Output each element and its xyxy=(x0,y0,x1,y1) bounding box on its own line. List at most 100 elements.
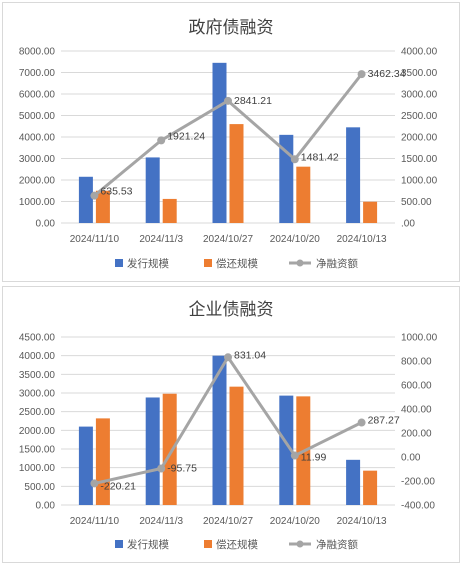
left-axis-tick-label: 7000.00 xyxy=(19,68,56,79)
left-axis-tick-label: 4000.00 xyxy=(19,351,56,362)
category-label: 2024/10/13 xyxy=(337,516,387,527)
issue-bar xyxy=(346,127,361,223)
net-financing-point xyxy=(157,464,166,473)
repay-bar xyxy=(95,190,110,223)
net-financing-line xyxy=(94,355,363,485)
right-axis-tick-label: 2500.00 xyxy=(401,111,438,122)
issue-bar xyxy=(279,395,294,505)
right-axis-tick-label: 1000.00 xyxy=(401,176,438,187)
legend-repay-label: 偿还规模 xyxy=(216,538,258,551)
right-axis-tick-label: 500.00 xyxy=(401,197,432,208)
net-financing-point xyxy=(224,353,232,362)
net-financing-point xyxy=(90,479,99,488)
issue-bar xyxy=(145,397,160,505)
repay-bar xyxy=(229,386,244,505)
right-axis-tick-label: -400.00 xyxy=(401,501,435,512)
net-financing-point xyxy=(157,136,166,145)
left-axis-tick-label: 0.00 xyxy=(36,501,56,512)
right-axis-tick-label: 2000.00 xyxy=(401,133,438,144)
right-axis-tick-label: 3000.00 xyxy=(401,90,438,101)
left-axis-tick-label: 2000.00 xyxy=(19,426,56,437)
right-axis-tick-label: 3500.00 xyxy=(401,68,438,79)
chart-title: 政府债融资 xyxy=(189,18,274,37)
left-axis-tick-label: 500.00 xyxy=(24,482,55,493)
government-bond-chart-panel: 政府债融资 0.00 1000.00 2000.00 3000.00 4000.00 500… xyxy=(2,2,460,282)
left-axis-tick-label: 1000.00 xyxy=(19,463,56,474)
category-label: 2024/11/3 xyxy=(139,234,183,245)
left-axis-tick-label: 5000.00 xyxy=(19,111,56,122)
right-axis-tick-label: 800.00 xyxy=(401,357,432,368)
legend-net-label: 净融资额 xyxy=(316,257,358,270)
repay-bar xyxy=(162,393,177,505)
net-financing-data-label: -95.75 xyxy=(167,462,197,474)
net-financing-data-label: 1921.24 xyxy=(167,130,205,142)
left-axis-tick-label: 1000.00 xyxy=(19,197,56,208)
right-axis-tick-label: .00 xyxy=(401,219,415,230)
left-axis-tick-label: 3000.00 xyxy=(19,389,56,400)
corporate-bond-chart: 企业债融资 0.00 500.00 1000.00 1500.00 2000.00 2500… xyxy=(19,300,438,551)
net-financing-data-label: -220.21 xyxy=(100,480,136,492)
net-financing-point xyxy=(357,70,366,79)
legend-issue-label: 发行规模 xyxy=(127,538,169,551)
net-financing-data-label: 287.27 xyxy=(368,415,400,427)
left-axis-tick-label: 4500.00 xyxy=(19,333,56,344)
legend-repay-label: 偿还规模 xyxy=(216,257,258,270)
net-financing-point xyxy=(357,418,366,427)
left-axis-tick-label: 8000.00 xyxy=(19,47,56,58)
category-label: 2024/11/3 xyxy=(139,516,183,527)
left-axis-tick-label: 0.00 xyxy=(36,219,56,230)
legend-issue-swatch xyxy=(115,259,123,267)
net-financing-point xyxy=(290,451,299,460)
right-axis-tick-label: 1000.00 xyxy=(401,333,438,344)
left-axis-tick-label: 3000.00 xyxy=(19,154,56,165)
right-axis-tick-label: 1500.00 xyxy=(401,154,438,165)
issue-bar xyxy=(212,355,227,505)
issue-bar xyxy=(346,459,361,505)
net-financing-line xyxy=(93,73,363,197)
legend-net-label: 净融资额 xyxy=(316,538,358,551)
left-axis-tick-label: 4000.00 xyxy=(19,133,56,144)
net-financing-point xyxy=(224,96,232,105)
legend-net-marker xyxy=(296,540,304,548)
government-bond-chart: 政府债融资 0.00 1000.00 2000.00 3000.00 4000.00 500… xyxy=(19,18,438,270)
repay-bar xyxy=(363,201,378,223)
category-label: 2024/10/20 xyxy=(270,234,320,245)
issue-bar xyxy=(78,176,93,223)
net-financing-data-label: 1481.42 xyxy=(301,151,339,163)
net-financing-data-label: 2841.21 xyxy=(234,95,272,107)
net-financing-point xyxy=(90,191,99,200)
corporate-bond-chart-panel: 企业债融资 0.00 500.00 1000.00 1500.00 2000.00 2500… xyxy=(2,286,460,563)
left-axis-tick-label: 2000.00 xyxy=(19,176,56,187)
legend-repay-swatch xyxy=(204,259,212,267)
category-label: 2024/10/20 xyxy=(270,516,320,527)
legend-repay-swatch xyxy=(204,540,212,548)
net-financing-point xyxy=(290,155,299,164)
right-axis-tick-label: 600.00 xyxy=(401,381,432,392)
category-label: 2024/10/27 xyxy=(203,516,253,527)
legend-issue-swatch xyxy=(115,540,123,548)
legend-net-marker xyxy=(296,259,304,267)
repay-bar xyxy=(363,470,378,505)
category-label: 2024/10/27 xyxy=(203,234,253,245)
issue-bar xyxy=(212,62,227,224)
repay-bar xyxy=(229,124,244,223)
net-financing-data-label: 3462.34 xyxy=(368,68,406,80)
right-axis-tick-label: 400.00 xyxy=(401,405,432,416)
repay-bar xyxy=(296,166,311,223)
right-axis-tick-label: 4000.00 xyxy=(401,47,438,58)
right-axis-tick-label: 200.00 xyxy=(401,429,432,440)
issue-bar xyxy=(78,426,93,505)
repay-bar xyxy=(162,198,177,223)
left-axis-tick-label: 3500.00 xyxy=(19,370,56,381)
category-label: 2024/11/10 xyxy=(70,516,120,527)
legend-issue-label: 发行规模 xyxy=(127,257,169,270)
left-axis-tick-label: 1500.00 xyxy=(19,445,56,456)
net-financing-data-label: 635.53 xyxy=(100,186,132,198)
net-financing-data-label: 831.04 xyxy=(234,349,266,361)
right-axis-tick-label: 0.00 xyxy=(401,453,421,464)
chart-title: 企业债融资 xyxy=(189,300,274,319)
right-axis-tick-label: -200.00 xyxy=(401,477,435,488)
left-axis-tick-label: 2500.00 xyxy=(19,407,56,418)
net-financing-data-label: 11.99 xyxy=(301,452,327,464)
left-axis-tick-label: 6000.00 xyxy=(19,90,56,101)
